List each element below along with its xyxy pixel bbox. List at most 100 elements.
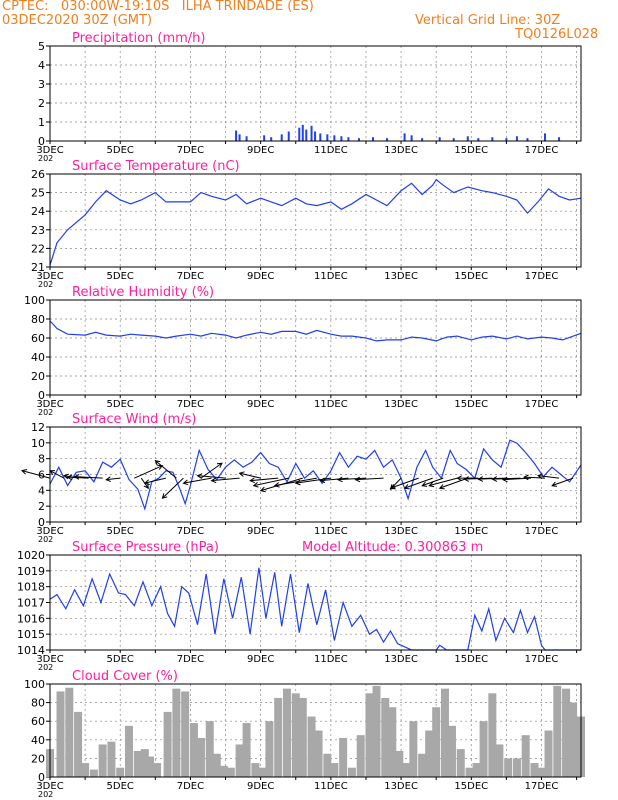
- panel-title: Relative Humidity (%): [72, 285, 214, 300]
- precip-bar: [466, 136, 469, 141]
- wind-vector: [239, 472, 261, 479]
- wind-vector: [253, 477, 289, 487]
- x-tick-label: 13DEC: [384, 399, 418, 410]
- y-tick-label: 2: [38, 97, 45, 110]
- precip-bar: [526, 138, 529, 141]
- x-tick-label: 13DEC: [384, 654, 418, 665]
- wind-vector: [355, 477, 384, 481]
- cloud-bar: [530, 763, 539, 777]
- wind-vector: [295, 477, 331, 484]
- wind-vector-head: [354, 476, 361, 483]
- wind-vector-head: [216, 462, 223, 468]
- precip-bar: [410, 135, 413, 141]
- cloud-bar: [282, 688, 291, 777]
- y-tick-label: 10: [31, 437, 45, 450]
- x-tick-label: 11DEC: [314, 271, 348, 282]
- precip-bar: [452, 138, 455, 141]
- cloud-bar: [562, 688, 571, 777]
- y-tick-label: 80: [31, 697, 45, 710]
- x-tick-label: 9DEC: [247, 271, 274, 282]
- precip-bar: [340, 136, 343, 141]
- year-label: 202: [38, 280, 53, 289]
- y-tick-label: 40: [31, 351, 45, 364]
- wind-vector: [337, 477, 366, 481]
- x-tick-label: 7DEC: [177, 526, 204, 537]
- wind-vector-head: [438, 484, 445, 490]
- wind-vector: [134, 465, 163, 479]
- wind-vector-head: [477, 476, 484, 482]
- x-tick-label: 11DEC: [314, 781, 348, 792]
- y-tick-label: 24: [31, 205, 45, 218]
- precip-bar: [301, 124, 304, 141]
- x-tick-label: 11DEC: [314, 399, 348, 410]
- cloud-bar: [235, 744, 244, 777]
- y-tick-label: 2: [38, 500, 45, 513]
- header-date: 03DEC2020 30Z (GMT): [2, 13, 153, 28]
- wind-vector-head: [537, 473, 543, 480]
- wind-vector: [274, 477, 317, 487]
- wind-vector-head: [421, 481, 428, 487]
- precip-bar: [326, 134, 329, 141]
- wind-vector: [106, 477, 121, 481]
- cloud-bar: [479, 721, 488, 777]
- cloud-bar: [456, 749, 465, 777]
- cloud-bar: [365, 693, 374, 777]
- wind-vector-head: [196, 473, 203, 479]
- wind-vector: [429, 477, 458, 487]
- cloud-bar: [521, 735, 530, 777]
- y-tick-label: 22: [31, 242, 45, 255]
- panel-rh: 0 20 40 60 80 100 3DEC 5DEC 7DEC 9DEC 11DEC 13DEC 15…: [24, 285, 582, 417]
- precip-bar: [347, 137, 350, 141]
- wind-vector-head: [143, 483, 149, 490]
- wind-vector-head: [105, 476, 111, 483]
- x-tick-label: 3DEC: [36, 399, 63, 410]
- x-tick-label: 5DEC: [107, 399, 134, 410]
- x-tick-label: 7DEC: [177, 399, 204, 410]
- y-tick-label: 1019: [17, 565, 45, 578]
- panel-temp: 21 22 23 24 25 26 3DEC 5DEC 7DEC 9DEC 11DEC 13DEC 15…: [31, 159, 582, 289]
- y-tick-label: 25: [31, 187, 45, 200]
- precip-bar: [238, 134, 241, 141]
- wind-vector-head: [143, 479, 150, 485]
- x-tick-label: 17DEC: [525, 654, 559, 665]
- cloud-bar: [89, 769, 98, 777]
- y-tick-label: 4: [38, 59, 45, 72]
- x-tick-label: 17DEC: [525, 781, 559, 792]
- panel-title: Precipitation (mm/h): [72, 31, 205, 46]
- precip-bar: [386, 138, 389, 141]
- cloud-bar: [395, 750, 404, 777]
- wind-vector-head: [403, 484, 410, 490]
- panel-title: Surface Pressure (hPa): [72, 540, 219, 555]
- x-tick-label: 11DEC: [314, 145, 348, 156]
- x-tick-label: 15DEC: [454, 781, 488, 792]
- x-tick-label: 7DEC: [177, 271, 204, 282]
- panel-frame: [49, 45, 582, 142]
- wind-vector-head: [522, 474, 529, 481]
- precip-bar: [298, 127, 301, 141]
- cloud-bar: [504, 758, 513, 777]
- x-tick-label: 15DEC: [454, 654, 488, 665]
- precip-bar: [280, 134, 283, 141]
- cloud-bar: [242, 723, 251, 777]
- x-tick-label: 13DEC: [384, 781, 418, 792]
- panel-precip: 0 1 2 3 4 5 3DEC 5DEC 7DEC 9DEC 11DEC 13DEC 15DEC 17D…: [36, 31, 582, 163]
- cloud-bar: [372, 685, 381, 777]
- x-tick-label: 13DEC: [384, 271, 418, 282]
- wind-vector: [144, 477, 166, 484]
- x-tick-label: 3DEC: [36, 654, 63, 665]
- cloud-bar: [447, 725, 456, 777]
- y-tick-label: 20: [31, 752, 45, 765]
- wind-vector-head: [456, 475, 462, 482]
- wind-vector-head: [294, 479, 301, 486]
- model-altitude: Model Altitude: 0.300863 m: [302, 540, 483, 555]
- wind-vector-head: [252, 482, 259, 488]
- cloud-bar: [226, 767, 235, 777]
- cloud-bar: [258, 767, 267, 777]
- cloud-bar: [339, 737, 348, 777]
- cloud-bar: [314, 730, 323, 777]
- cloud-bar: [425, 730, 434, 777]
- wind-vector-head: [249, 477, 255, 484]
- panel-frame: [49, 554, 582, 651]
- x-tick-label: 13DEC: [384, 526, 418, 537]
- cloud-bar: [409, 721, 418, 777]
